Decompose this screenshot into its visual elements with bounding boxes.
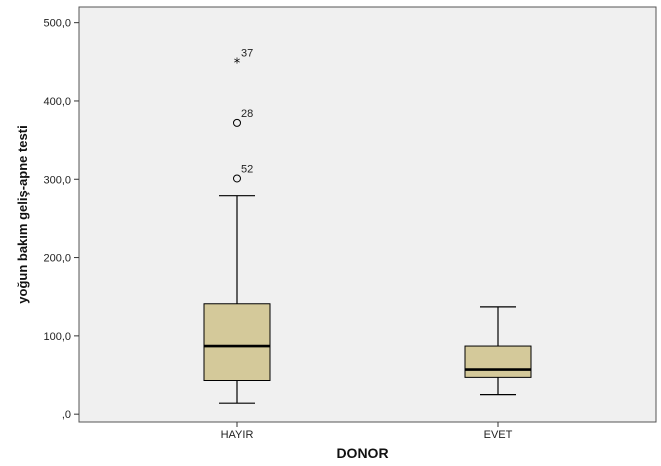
x-tick-label: HAYIR bbox=[221, 429, 254, 441]
x-tick-label: EVET bbox=[484, 429, 513, 441]
outlier-label: 37 bbox=[241, 48, 253, 60]
outlier-label: 52 bbox=[241, 163, 253, 175]
box-iqr bbox=[464, 345, 532, 378]
y-axis: ,0 100,0 200,0 300,0 400,0 500,0 bbox=[43, 18, 79, 421]
outlier-label: 28 bbox=[241, 108, 253, 120]
y-axis-title: yoğun bakım geliş-apne testi bbox=[15, 125, 30, 303]
outlier-circle-marker bbox=[233, 174, 241, 183]
boxes-group: 52 28 *37 bbox=[203, 48, 532, 404]
y-tick-label: 300,0 bbox=[43, 174, 71, 186]
plot-area bbox=[78, 6, 657, 423]
x-axis: HAYIR EVET bbox=[221, 422, 513, 441]
y-tick-label: 400,0 bbox=[43, 96, 71, 108]
y-tick-label: 200,0 bbox=[43, 253, 71, 265]
box-hayir: 52 28 *37 bbox=[203, 48, 271, 404]
y-tick-label: 500,0 bbox=[43, 18, 71, 30]
box-iqr bbox=[203, 303, 271, 382]
outlier-circle-marker bbox=[233, 118, 241, 127]
box-evet bbox=[464, 306, 532, 396]
x-axis-title: DONOR bbox=[336, 445, 388, 461]
y-tick-label: 100,0 bbox=[43, 331, 71, 343]
outlier-star-marker: * bbox=[234, 57, 241, 72]
y-tick-label: ,0 bbox=[62, 409, 71, 421]
